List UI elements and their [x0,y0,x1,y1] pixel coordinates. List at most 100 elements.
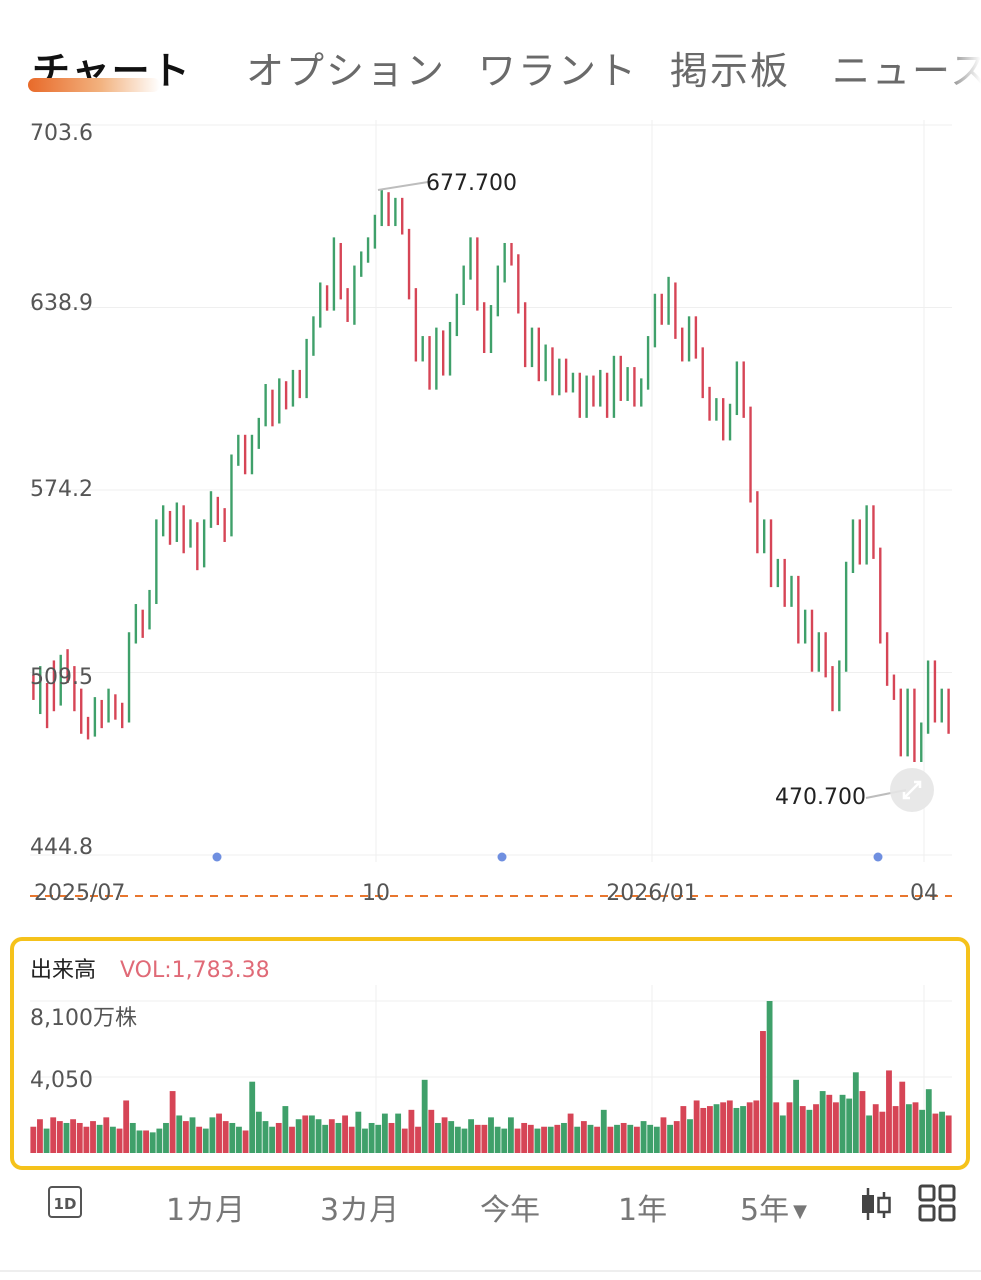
grid-icon[interactable] [918,1184,956,1222]
volume-bar [740,1106,746,1153]
tab-options[interactable]: オプション [246,49,447,93]
period-5y-button[interactable]: 5年 ▼ [740,1185,807,1229]
volume-bar [83,1126,90,1153]
volume-bar [773,1102,780,1153]
volume-bar [713,1104,720,1153]
candlestick-icon[interactable] [858,1184,894,1224]
volume-bar [786,1102,793,1153]
volume-bar [454,1126,461,1153]
volume-bar [315,1119,322,1153]
volume-value: VOL:1,783.38 [120,958,270,983]
price-chart[interactable]: 703.6 638.9 574.2 509.5 444.8 677.700 47… [0,110,981,910]
volume-bar [70,1119,77,1153]
volume-bar [123,1100,130,1153]
high-price-label: 677.700 [426,171,517,196]
volume-bar [753,1100,760,1153]
volume-bar [620,1122,627,1153]
volume-bar [222,1121,229,1153]
volume-bar [567,1113,574,1153]
volume-bar [481,1124,488,1153]
volume-bar [421,1079,428,1153]
period-ytd-button[interactable]: 今年 [480,1193,540,1228]
volume-bars [30,1001,952,1153]
volume-bar [63,1122,70,1153]
volume-bar [846,1098,853,1153]
volume-bar [169,1091,176,1153]
volume-bar [368,1122,375,1153]
volume-bar [348,1126,355,1153]
volume-bar [408,1109,415,1153]
volume-bar [461,1128,468,1153]
volume-bar [932,1113,939,1153]
volume-bar [275,1122,282,1153]
volume-bar [76,1122,83,1153]
volume-bar [189,1117,196,1153]
volume-bar [806,1109,813,1153]
event-marker-dot [212,852,222,862]
price-bars [32,189,950,762]
volume-grid [30,985,952,1153]
volume-bar [302,1115,309,1153]
volume-bar [435,1122,441,1153]
expand-icon[interactable] [890,768,934,812]
volume-bar [587,1124,594,1153]
volume-bar [561,1122,567,1153]
volume-title: 出来高 [30,958,96,983]
volume-bar [136,1130,143,1153]
volume-bar [879,1111,886,1153]
volume-bar [468,1119,475,1153]
volume-bar [799,1106,806,1153]
volume-bar [514,1128,521,1153]
volume-bar [899,1081,906,1153]
volume-bar [653,1126,660,1153]
volume-bar [720,1102,727,1153]
volume-bar [580,1121,587,1153]
volume-bar [706,1106,713,1153]
volume-bar [50,1117,57,1153]
price-label-3: 574.2 [30,477,93,502]
volume-bar [912,1102,919,1153]
volume-bar [415,1126,421,1153]
volume-bar [746,1102,753,1153]
volume-bar [607,1126,614,1153]
volume-bar [640,1121,647,1153]
volume-bar [766,1001,773,1153]
event-markers[interactable] [212,852,883,862]
volume-bar [328,1119,335,1153]
volume-bar [322,1124,329,1153]
volume-bar [37,1119,43,1153]
volume-bar [760,1031,766,1153]
volume-bar [428,1109,435,1153]
volume-bar [381,1113,388,1153]
volume-bar [362,1128,368,1153]
volume-axis-mid: 4,050 [30,1068,93,1093]
volume-bar [448,1121,455,1153]
volume-bar [833,1102,839,1153]
period-3m-button[interactable]: 3カ月 [320,1193,400,1228]
volume-bar [116,1128,123,1153]
tab-fade [941,30,981,100]
period-1d-button[interactable]: 1D [48,1186,82,1218]
volume-bar [236,1126,242,1153]
tab-board[interactable]: 掲示板 [670,49,791,93]
tab-chart-underline [28,78,160,92]
tab-warrants[interactable]: ワラント [478,49,639,93]
volume-bar [919,1109,926,1153]
volume-bar [859,1091,866,1153]
price-label-2: 638.9 [30,291,93,316]
event-marker-dot [873,852,883,862]
volume-bar [269,1126,276,1153]
volume-chart[interactable]: 出来高 VOL:1,783.38 8,100万株 4,050 [0,935,981,1165]
volume-bar [262,1121,269,1153]
volume-bar [103,1117,110,1153]
volume-bar [793,1079,800,1153]
tab-bar: チャート オプション ワラント 掲示板 ニュース [0,0,981,110]
volume-bar [282,1106,289,1153]
period-1m-button[interactable]: 1カ月 [166,1193,246,1228]
volume-bar [43,1128,50,1153]
period-1y-button[interactable]: 1年 [618,1193,668,1228]
volume-bar [163,1122,169,1153]
volume-bar [209,1117,216,1153]
volume-bar [176,1115,183,1153]
chevron-down-icon: ▼ [793,1201,807,1222]
